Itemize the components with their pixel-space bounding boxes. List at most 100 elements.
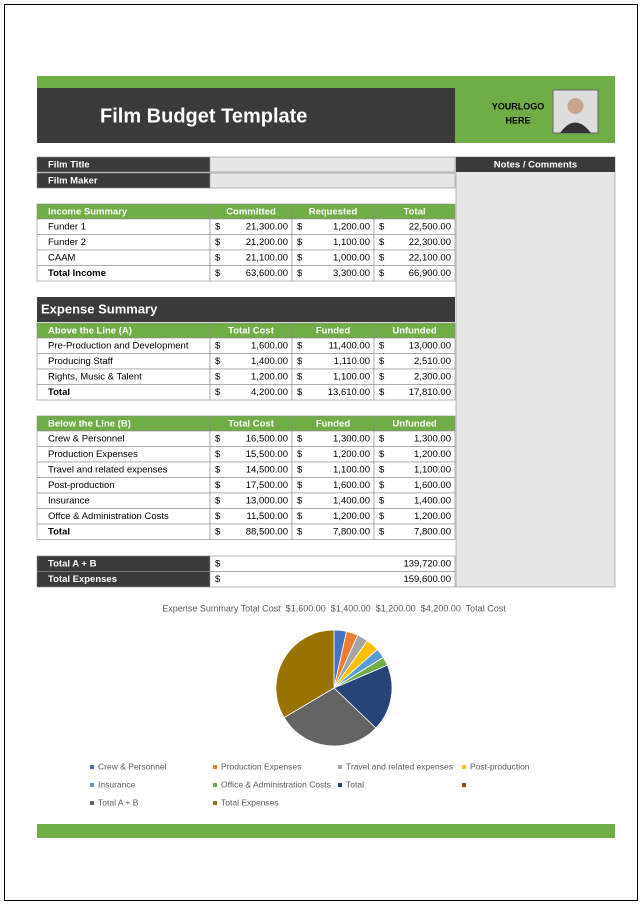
total-label: Total A + B [48, 559, 97, 570]
amount: 21,300.00 [246, 222, 288, 233]
row-label: Total [48, 527, 70, 538]
currency: $ [297, 253, 303, 264]
amount: 11,500.00 [246, 511, 288, 522]
currency: $ [215, 356, 221, 367]
total-label: Total Expenses [48, 574, 117, 585]
legend-swatch [213, 801, 217, 805]
row-label: Travel and related expenses [48, 465, 168, 476]
currency: $ [215, 237, 221, 248]
amount: 1,200.00 [414, 511, 451, 522]
column-header: Below the Line (B) [48, 419, 131, 430]
currency: $ [379, 511, 385, 522]
row-label: Total Income [48, 268, 106, 279]
currency: $ [215, 387, 221, 398]
amount: 1,300.00 [414, 434, 451, 445]
amount: 1,200.00 [333, 449, 370, 460]
column-header: Total [404, 207, 426, 218]
section-title: Expense Summary [41, 301, 158, 316]
legend-swatch [90, 765, 94, 769]
amount: 16,500.00 [246, 434, 288, 445]
notes-area [455, 156, 616, 588]
amount: 4,200.00 [251, 387, 288, 398]
currency: $ [215, 449, 221, 460]
currency: $ [379, 222, 385, 233]
column-header: Total Cost [228, 326, 275, 337]
top-bar [37, 76, 615, 88]
row-label: Producing Staff [48, 356, 113, 367]
currency: $ [379, 449, 385, 460]
legend-label: Office & Administration Costs [221, 779, 331, 789]
amount: 1,600.00 [414, 480, 451, 491]
currency: $ [379, 341, 385, 352]
amount: 17,500.00 [246, 480, 288, 491]
currency: $ [379, 465, 385, 476]
currency: $ [215, 222, 221, 233]
pie-slice [333, 664, 393, 729]
row-label: CAAM [48, 253, 76, 264]
amount: 1,200.00 [333, 511, 370, 522]
currency: $ [297, 480, 303, 491]
legend-label: Post-production [470, 761, 530, 771]
currency: $ [215, 574, 221, 585]
legend-swatch [462, 783, 466, 787]
legend-swatch [213, 783, 217, 787]
amount: 21,200.00 [246, 237, 288, 248]
amount: 13,610.00 [328, 387, 370, 398]
amount: 2,510.00 [414, 356, 451, 367]
row-label: Production Expenses [48, 449, 138, 460]
currency: $ [379, 387, 385, 398]
amount: 22,100.00 [409, 253, 451, 264]
row-label: Offce & Administration Costs [48, 511, 169, 522]
currency: $ [297, 237, 303, 248]
row-label: Rights, Music & Talent [48, 372, 142, 383]
amount: 1,300.00 [333, 434, 370, 445]
amount: 7,800.00 [333, 527, 370, 538]
logo-photo [552, 89, 599, 134]
column-header: Above the Line (A) [48, 326, 132, 337]
amount: 1,100.00 [414, 465, 451, 476]
currency: $ [215, 253, 221, 264]
currency: $ [215, 559, 221, 570]
amount: 17,810.00 [409, 387, 451, 398]
amount: 1,110.00 [334, 356, 370, 367]
amount: 1,000.00 [333, 253, 370, 264]
amount: 1,100.00 [333, 237, 370, 248]
legend-label: Production Expenses [221, 761, 301, 771]
currency: $ [215, 372, 221, 383]
currency: $ [379, 527, 385, 538]
amount: 15,500.00 [246, 449, 288, 460]
currency: $ [379, 434, 385, 445]
legend-swatch [90, 801, 94, 805]
cell [373, 523, 456, 540]
amount: 66,900.00 [409, 268, 451, 279]
column-header: Funded [316, 419, 350, 430]
amount: 88,500.00 [246, 527, 288, 538]
amount: 21,100.00 [246, 253, 288, 264]
amount: 1,100.00 [333, 372, 370, 383]
amount: 7,800.00 [414, 527, 451, 538]
currency: $ [215, 527, 221, 538]
legend-label: Insurance [98, 779, 136, 789]
currency: $ [297, 341, 303, 352]
column-header: Unfunded [392, 326, 437, 337]
legend-swatch [462, 765, 466, 769]
currency: $ [379, 253, 385, 264]
column-header: Income Summary [48, 207, 128, 218]
row-label: Total [48, 387, 70, 398]
notes-header [456, 157, 615, 172]
currency: $ [297, 372, 303, 383]
chart-title: Expense Summary Total Cost $1,600.00 $1,… [162, 603, 506, 613]
amount: 2,300.00 [414, 372, 451, 383]
currency: $ [379, 268, 385, 279]
currency: $ [297, 434, 303, 445]
row-label: Pre-Production and Development [48, 341, 189, 352]
notes-title: Notes / Comments [494, 160, 577, 171]
currency: $ [297, 387, 303, 398]
row-label: Funder 1 [48, 222, 86, 233]
amount: 13,000.00 [409, 341, 451, 352]
amount: 1,200.00 [333, 222, 370, 233]
currency: $ [297, 465, 303, 476]
currency: $ [297, 356, 303, 367]
amount: 1,400.00 [414, 496, 451, 507]
